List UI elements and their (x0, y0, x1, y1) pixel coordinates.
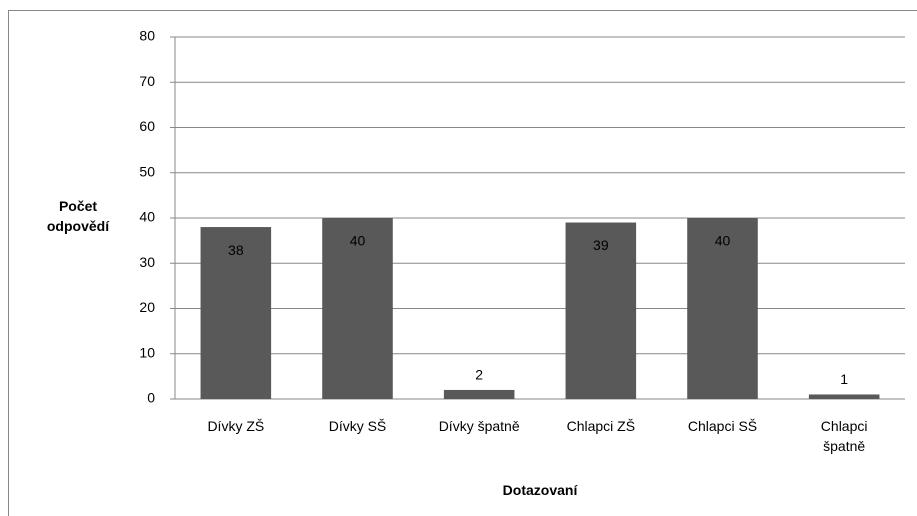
bar (200, 227, 272, 399)
x-tick-label: Chlapci SŠ (687, 418, 758, 434)
data-label: 39 (593, 237, 609, 253)
y-tick-label: 80 (139, 28, 155, 44)
x-tick-label: Dívky SŠ (328, 418, 387, 434)
bar (687, 218, 758, 399)
bar (565, 222, 637, 399)
y-tick-label: 10 (139, 344, 155, 360)
y-tick-label: 30 (139, 254, 155, 270)
y-tick-label: 40 (139, 209, 155, 225)
y-tick-label: 0 (147, 390, 155, 406)
data-label: 38 (228, 242, 244, 258)
x-tick-label: Dívky ZŠ (207, 418, 265, 434)
x-tick-label: Chlapci špatně (820, 418, 868, 454)
bar (443, 389, 515, 399)
data-label: 40 (350, 233, 366, 249)
data-label: 2 (475, 367, 483, 383)
data-label: 1 (840, 371, 848, 387)
data-label: 40 (715, 233, 731, 249)
bar (322, 218, 393, 399)
y-tick-label: 70 (139, 73, 155, 89)
bar (808, 394, 880, 399)
chart-frame (8, 10, 917, 516)
x-tick-label: Dívky špatně (438, 418, 520, 434)
x-tick-label: Chlapci ZŠ (566, 418, 636, 434)
y-tick-label: 20 (139, 299, 155, 315)
y-tick-label: 60 (139, 118, 155, 134)
x-axis-label: Dotazovaní (502, 482, 578, 498)
y-tick-label: 50 (139, 163, 155, 179)
y-axis-label: Počet odpovědí (46, 198, 110, 234)
